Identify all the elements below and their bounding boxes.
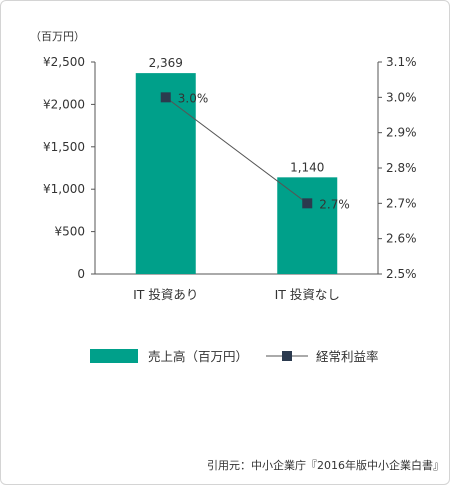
profit-rate-marker	[302, 198, 313, 209]
legend: 売上高（百万円） 経常利益率	[90, 349, 379, 364]
right-tick-label: 3.1%	[386, 55, 417, 69]
profit-rate-marker	[160, 92, 171, 103]
category-label: IT 投資あり	[133, 287, 198, 302]
profit-rate-label: 3.0%	[178, 91, 209, 105]
legend-line-label: 経常利益率	[316, 349, 379, 364]
legend-line-marker	[282, 351, 292, 361]
axes: 0 ¥500 ¥1,000 ¥1,500 ¥2,000 ¥2,500 2.5% 2.6% 2.7…	[43, 55, 417, 281]
right-tick-label: 2.8%	[386, 161, 417, 175]
profit-rate-label: 2.7%	[319, 197, 350, 211]
bar-2	[277, 177, 338, 274]
right-tick-label: 2.5%	[386, 267, 417, 281]
left-tick-label: ¥2,500	[43, 55, 85, 69]
legend-bar-swatch	[90, 349, 138, 363]
left-tick-label: ¥1,000	[43, 182, 85, 196]
source-citation: 引用元：中小企業庁『2016年版中小企業白書』	[207, 459, 444, 472]
category-label: IT 投資なし	[275, 287, 340, 302]
bar-series: 2,369 IT 投資あり 1,140 IT 投資なし	[133, 56, 340, 302]
right-tick-label: 3.0%	[386, 90, 417, 104]
bar-value-label: 2,369	[149, 56, 183, 70]
left-tick-label: ¥1,500	[43, 140, 85, 154]
right-tick-label: 2.9%	[386, 126, 417, 140]
right-tick-label: 2.7%	[386, 196, 417, 210]
right-tick-label: 2.6%	[386, 232, 417, 246]
left-tick-label: ¥2,000	[43, 97, 85, 111]
left-tick-label: 0	[77, 267, 85, 281]
left-tick-label: ¥500	[54, 225, 85, 239]
line-series: 3.0% 2.7%	[160, 91, 350, 211]
bar-value-label: 1,140	[290, 160, 324, 174]
legend-bar-label: 売上高（百万円）	[148, 349, 248, 364]
unit-label: （百万円）	[30, 30, 85, 43]
profit-rate-line	[165, 96, 308, 204]
bar-1	[135, 73, 196, 275]
